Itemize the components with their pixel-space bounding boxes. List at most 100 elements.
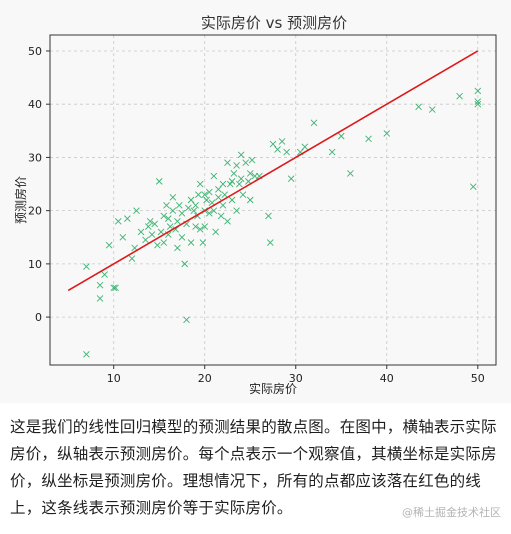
- data-point: [157, 228, 165, 236]
- grid-lines: [50, 35, 496, 365]
- caption-text: 这是我们的线性回归模型的预测结果的散点图。在图中，横轴表示实际房价，纵轴表示预测…: [10, 418, 497, 517]
- data-point: [187, 239, 195, 246]
- data-point: [265, 212, 272, 220]
- data-point: [160, 212, 168, 220]
- data-point: [269, 140, 277, 148]
- data-point: [160, 239, 168, 246]
- data-point: [133, 207, 140, 214]
- data-point: [178, 233, 186, 241]
- data-point: [196, 180, 204, 188]
- data-point: [233, 162, 240, 169]
- x-tick-label: 40: [380, 372, 394, 385]
- data-point: [205, 209, 213, 217]
- data-point: [148, 231, 156, 238]
- data-point: [169, 194, 177, 201]
- data-point: [287, 175, 295, 183]
- data-point: [174, 217, 181, 225]
- data-point: [83, 263, 90, 270]
- data-point: [196, 225, 204, 233]
- data-point: [119, 233, 127, 241]
- data-point: [215, 194, 222, 201]
- x-axis-label: 实际房价: [249, 381, 297, 396]
- data-point: [242, 159, 250, 167]
- reference-line: [67, 50, 479, 292]
- data-point: [201, 191, 209, 198]
- data-point: [201, 223, 209, 230]
- data-point: [219, 202, 227, 209]
- data-point: [212, 228, 219, 236]
- data-point: [105, 241, 113, 249]
- data-point: [219, 180, 227, 188]
- watermark: @稀土掘金技术社区: [402, 506, 501, 519]
- data-point: [128, 255, 136, 262]
- x-tick-label: 30: [289, 372, 303, 385]
- data-point: [246, 170, 254, 177]
- data-point: [187, 196, 195, 204]
- data-point: [155, 178, 163, 185]
- y-axis-label: 预测房价: [13, 176, 28, 224]
- data-point: [112, 284, 119, 292]
- data-point: [228, 196, 236, 204]
- x-tick-label: 20: [198, 372, 212, 385]
- y-tick-label: 0: [35, 311, 42, 324]
- data-point: [310, 119, 318, 127]
- data-point: [221, 191, 229, 198]
- data-point: [175, 202, 183, 209]
- data-point: [224, 159, 231, 167]
- data-point: [274, 146, 281, 153]
- y-tick-label: 50: [28, 45, 42, 58]
- data-point: [192, 202, 199, 209]
- data-point: [174, 244, 181, 252]
- plot-frame: [49, 34, 497, 366]
- data-point: [278, 138, 286, 145]
- data-point: [224, 217, 231, 225]
- data-point: [283, 148, 290, 156]
- data-point: [203, 196, 210, 204]
- data-point: [301, 143, 309, 151]
- data-point: [154, 241, 161, 249]
- data-point: [347, 170, 354, 177]
- data-point: [233, 207, 240, 214]
- data-point: [474, 87, 482, 95]
- data-point: [195, 191, 202, 198]
- data-point: [163, 202, 170, 209]
- data-point: [469, 183, 477, 191]
- data-point: [237, 175, 245, 183]
- chart-title: 实际房价 vs 预测房价: [201, 14, 347, 32]
- data-point: [210, 172, 218, 180]
- data-point: [228, 178, 236, 185]
- data-point: [205, 188, 213, 196]
- data-point: [114, 217, 122, 225]
- y-tick-label: 30: [28, 151, 42, 164]
- data-point: [185, 204, 192, 212]
- data-point: [237, 151, 245, 159]
- data-point: [110, 284, 118, 292]
- data-point: [101, 271, 108, 278]
- chart-panel: 实际房价 vs 预测房价 10 20 30 40 50 0 10 20 30 40 50 实际房价 …: [13, 14, 497, 396]
- data-point: [328, 148, 336, 156]
- x-tick-label: 50: [471, 372, 485, 385]
- data-point: [210, 207, 218, 214]
- data-point: [192, 223, 199, 230]
- data-point: [415, 103, 422, 111]
- data-point: [169, 207, 177, 214]
- data-point: [266, 239, 274, 246]
- data-point: [236, 180, 243, 188]
- data-point: [183, 316, 190, 324]
- data-point: [428, 106, 436, 113]
- x-tick-label: 10: [107, 372, 121, 385]
- data-point: [144, 223, 152, 230]
- data-point: [190, 207, 198, 214]
- data-point: [151, 220, 158, 228]
- data-point: [199, 239, 207, 246]
- data-point: [365, 135, 372, 143]
- data-point: [96, 295, 104, 302]
- data-point: [181, 260, 189, 268]
- data-point: [146, 217, 154, 225]
- data-point: [178, 209, 186, 217]
- data-point: [165, 215, 172, 222]
- data-point: [217, 212, 225, 220]
- data-point: [137, 228, 145, 236]
- data-point: [96, 281, 104, 289]
